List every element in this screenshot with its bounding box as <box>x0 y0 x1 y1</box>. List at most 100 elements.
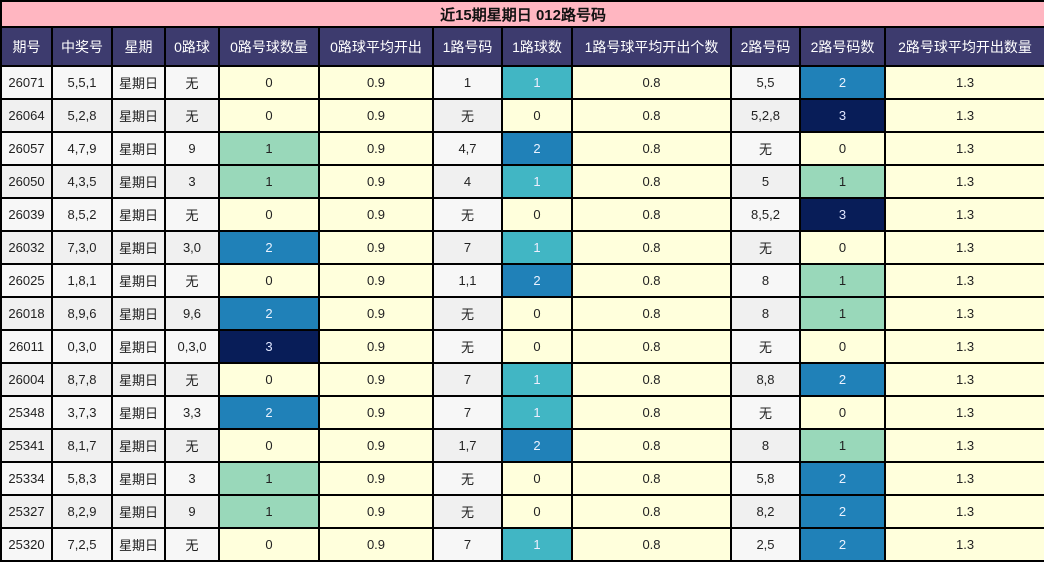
road1-count-cell: 0 <box>501 494 573 529</box>
road1-average-cell: 0.8 <box>571 164 732 199</box>
winning-number-cell: 1,8,1 <box>51 263 113 298</box>
road0-count-cell: 2 <box>218 395 320 430</box>
road2-count-cell: 1 <box>799 296 886 331</box>
road0-average-cell: 0.9 <box>318 362 434 397</box>
column-header: 期号 <box>0 26 53 67</box>
table-row: 26004 8,7,8 星期日无 0 0.9 7 1 0.8 8,8 2 1.3 <box>0 362 1044 397</box>
road2-average-cell: 1.3 <box>883 263 1044 298</box>
road1-numbers-cell: 1,7 <box>432 428 503 463</box>
table-row: 26011 0,3,0 星期日 0,3,0 3 0.9 无 0 0.8 无 0 1.3 <box>0 329 1044 364</box>
road1-count-cell: 2 <box>501 131 573 166</box>
road1-count-cell: 1 <box>501 395 573 430</box>
road0-numbers-cell: 无 <box>164 197 220 232</box>
road2-average-cell: 1.3 <box>883 230 1044 265</box>
road2-numbers-cell: 8 <box>730 428 801 463</box>
column-header: 0路号球数量 <box>218 26 320 67</box>
issue-number-cell: 26025 <box>0 263 53 298</box>
road0-numbers-cell: 9 <box>164 131 220 166</box>
road0-average-cell: 0.9 <box>318 296 434 331</box>
road1-average-cell: 0.8 <box>571 362 732 397</box>
road0-numbers-cell: 3 <box>164 164 220 199</box>
road0-count-cell: 1 <box>218 461 320 496</box>
weekday-cell: 星期日 <box>111 65 166 100</box>
road0-numbers-cell: 3,0 <box>164 230 220 265</box>
road2-average-cell: 1.3 <box>883 362 1044 397</box>
issue-number-cell: 26011 <box>0 329 53 364</box>
road2-average-cell: 1.3 <box>883 461 1044 496</box>
road1-average-cell: 0.8 <box>571 428 732 463</box>
road2-numbers-cell: 5,5 <box>730 65 801 100</box>
road1-count-cell: 0 <box>501 98 573 133</box>
road0-average-cell: 0.9 <box>318 527 434 562</box>
road1-numbers-cell: 1,1 <box>432 263 503 298</box>
weekday-cell: 星期日 <box>111 263 166 298</box>
road2-count-cell: 2 <box>799 527 886 562</box>
winning-number-cell: 5,8,3 <box>51 461 113 496</box>
table-row: 26039 8,5,2 星期日无 0 0.9 无 0 0.8 8,5,2 3 1.3 <box>0 197 1044 232</box>
road1-average-cell: 0.8 <box>571 395 732 430</box>
road0-average-cell: 0.9 <box>318 395 434 430</box>
road1-count-cell: 0 <box>501 461 573 496</box>
column-header: 2路号码 <box>730 26 801 67</box>
road2-count-cell: 2 <box>799 65 886 100</box>
issue-number-cell: 26018 <box>0 296 53 331</box>
road2-numbers-cell: 5,8 <box>730 461 801 496</box>
road2-average-cell: 1.3 <box>883 395 1044 430</box>
road1-count-cell: 0 <box>501 296 573 331</box>
road0-count-cell: 0 <box>218 65 320 100</box>
road1-average-cell: 0.8 <box>571 461 732 496</box>
issue-number-cell: 25320 <box>0 527 53 562</box>
road0-average-cell: 0.9 <box>318 263 434 298</box>
road2-numbers-cell: 5 <box>730 164 801 199</box>
road0-average-cell: 0.9 <box>318 98 434 133</box>
road2-count-cell: 1 <box>799 263 886 298</box>
road0-count-cell: 3 <box>218 329 320 364</box>
road0-numbers-cell: 3 <box>164 461 220 496</box>
winning-number-cell: 3,7,3 <box>51 395 113 430</box>
road1-average-cell: 0.8 <box>571 329 732 364</box>
road2-count-cell: 3 <box>799 98 886 133</box>
table-row: 25327 8,2,9 星期日 9 1 0.9 无 0 0.8 8,2 2 1.3 <box>0 494 1044 529</box>
weekday-cell: 星期日 <box>111 527 166 562</box>
road2-average-cell: 1.3 <box>883 98 1044 133</box>
road0-count-cell: 1 <box>218 164 320 199</box>
road2-numbers-cell: 8,8 <box>730 362 801 397</box>
weekday-cell: 星期日 <box>111 428 166 463</box>
column-header-row: 期号 中奖号 星期 0路球 0路号球数量 0路球平均开出 1路号码 1路球数 1路号球平均开出个… <box>0 26 1044 67</box>
road1-average-cell: 0.8 <box>571 494 732 529</box>
road0-numbers-cell: 9 <box>164 494 220 529</box>
winning-number-cell: 8,7,8 <box>51 362 113 397</box>
road1-average-cell: 0.8 <box>571 296 732 331</box>
road0-count-cell: 0 <box>218 197 320 232</box>
table-row: 25334 5,8,3 星期日 3 1 0.9 无 0 0.8 5,8 2 1.3 <box>0 461 1044 496</box>
road0-numbers-cell: 无 <box>164 428 220 463</box>
road0-count-cell: 0 <box>218 527 320 562</box>
road2-average-cell: 1.3 <box>883 65 1044 100</box>
road0-numbers-cell: 3,3 <box>164 395 220 430</box>
road1-average-cell: 0.8 <box>571 65 732 100</box>
road2-count-cell: 2 <box>799 494 886 529</box>
road1-numbers-cell: 7 <box>432 527 503 562</box>
winning-number-cell: 0,3,0 <box>51 329 113 364</box>
road2-count-cell: 1 <box>799 428 886 463</box>
road0-count-cell: 2 <box>218 296 320 331</box>
road0-numbers-cell: 无 <box>164 362 220 397</box>
road0-average-cell: 0.9 <box>318 428 434 463</box>
road1-count-cell: 2 <box>501 263 573 298</box>
winning-number-cell: 4,3,5 <box>51 164 113 199</box>
road0-numbers-cell: 无 <box>164 98 220 133</box>
road1-numbers-cell: 无 <box>432 461 503 496</box>
road2-numbers-cell: 无 <box>730 230 801 265</box>
road1-average-cell: 0.8 <box>571 230 732 265</box>
weekday-cell: 星期日 <box>111 362 166 397</box>
road2-count-cell: 2 <box>799 461 886 496</box>
column-header: 2路号球平均开出数量 <box>883 26 1044 67</box>
column-header: 0路球平均开出 <box>318 26 434 67</box>
road1-numbers-cell: 7 <box>432 395 503 430</box>
road2-average-cell: 1.3 <box>883 296 1044 331</box>
weekday-cell: 星期日 <box>111 98 166 133</box>
road0-count-cell: 1 <box>218 131 320 166</box>
road2-numbers-cell: 8 <box>730 296 801 331</box>
road2-numbers-cell: 无 <box>730 395 801 430</box>
table-row: 26071 5,5,1 星期日无 0 0.9 1 1 0.8 5,5 2 1.3 <box>0 65 1044 100</box>
